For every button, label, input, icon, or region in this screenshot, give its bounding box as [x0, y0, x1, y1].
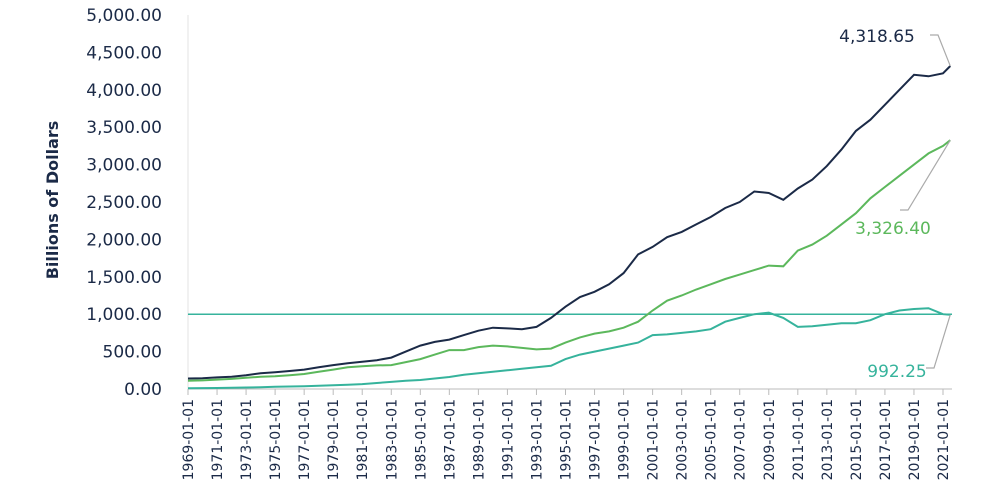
x-tick-label: 1989-01-01: [471, 399, 487, 480]
x-tick-label: 1977-01-01: [297, 399, 313, 480]
y-tick-label: 2,000.00: [86, 230, 162, 250]
x-tick-label: 1995-01-01: [559, 399, 575, 480]
y-tick-label: 0.00: [124, 380, 162, 400]
label-leader: [926, 314, 951, 369]
x-tick-label: 1979-01-01: [326, 399, 342, 480]
x-tick-label: 2019-01-01: [907, 399, 923, 480]
y-tick-label: 3,000.00: [86, 156, 162, 176]
x-tick-label: 2003-01-01: [675, 399, 691, 480]
y-tick-label: 1,500.00: [86, 268, 162, 288]
x-tick-label: 1983-01-01: [384, 399, 400, 480]
y-tick-label: 5,000.00: [86, 6, 162, 26]
value-label: 992.25: [867, 362, 926, 382]
series-line: [187, 139, 951, 382]
value-label: 3,326.40: [855, 219, 931, 239]
x-tick-label: 2015-01-01: [849, 399, 865, 480]
x-tick-label: 1991-01-01: [500, 399, 516, 480]
x-tick-label: 1975-01-01: [268, 399, 284, 480]
x-tick-label: 2009-01-01: [762, 399, 778, 480]
x-tick-label: 1997-01-01: [588, 399, 604, 480]
x-tick-label: 2001-01-01: [646, 399, 662, 480]
x-tick-label: 2007-01-01: [733, 399, 749, 480]
y-axis-label: Billions of Dollars: [43, 121, 62, 280]
x-tick-label: 1973-01-01: [239, 399, 255, 480]
x-tick-label: 1999-01-01: [617, 399, 633, 480]
y-tick-label: 1,000.00: [86, 305, 162, 325]
x-tick-label: 2021-01-01: [936, 399, 952, 480]
y-tick-label: 500.00: [103, 343, 162, 363]
value-label: 4,318.65: [839, 27, 915, 47]
y-tick-label: 4,500.00: [86, 43, 162, 63]
x-tick-label: 1985-01-01: [413, 399, 429, 480]
series-line: [187, 65, 952, 380]
x-tick-label: 2013-01-01: [820, 399, 836, 480]
label-leader: [900, 139, 951, 211]
x-tick-label: 2011-01-01: [791, 399, 807, 480]
x-tick-label: 1987-01-01: [442, 399, 458, 480]
x-tick-label: 1981-01-01: [355, 399, 371, 480]
y-tick-label: 4,000.00: [86, 81, 162, 101]
x-tick-label: 2017-01-01: [878, 399, 894, 480]
x-tick-label: 1971-01-01: [210, 399, 226, 480]
y-tick-label: 2,500.00: [86, 193, 162, 213]
x-tick-label: 2005-01-01: [704, 399, 720, 480]
x-tick-label: 1969-01-01: [181, 399, 197, 480]
x-tick-label: 1993-01-01: [529, 399, 545, 480]
y-tick-label: 3,500.00: [86, 118, 162, 138]
label-leader: [930, 34, 951, 67]
series-line: [187, 307, 951, 390]
